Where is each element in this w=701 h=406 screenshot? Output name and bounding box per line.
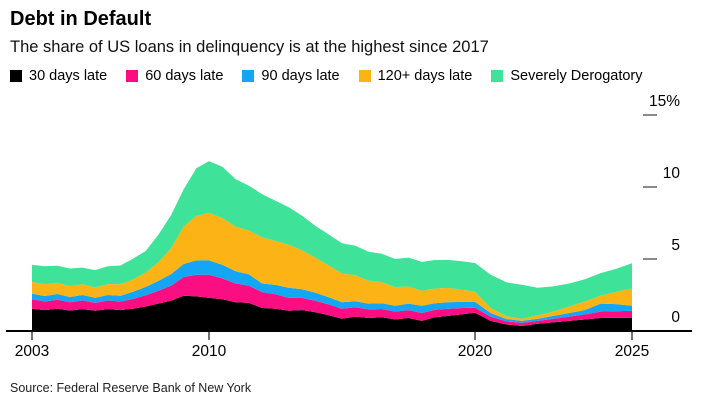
legend-item-4: Severely Derogatory — [491, 68, 643, 84]
x-tick-label-2025: 2025 — [615, 343, 649, 360]
legend-item-1: 60 days late — [126, 68, 223, 84]
x-tick-label-2010: 2010 — [192, 343, 227, 360]
area-band-90-days-late — [32, 260, 632, 323]
legend-label: 60 days late — [145, 68, 224, 84]
legend-swatch-icon — [10, 70, 22, 82]
legend-label: 30 days late — [29, 68, 108, 84]
y-tick-label-0: 0 — [671, 309, 680, 326]
area-band-120-days-late — [32, 212, 632, 321]
legend-swatch-icon — [491, 70, 504, 82]
chart-subtitle: The share of US loans in delinquency is … — [10, 38, 489, 56]
y-tick-label-10: 10 — [663, 165, 681, 182]
x-tick-label-2020: 2020 — [458, 343, 493, 360]
legend-item-2: 90 days late — [242, 68, 340, 84]
chart-legend: 30 days late 60 days late 90 days late 120+… — [10, 68, 643, 84]
y-tick-label-15: 15% — [649, 93, 680, 110]
source-attribution: Source: Federal Reserve Bank of New York — [10, 381, 252, 395]
legend-swatch-icon — [242, 70, 255, 82]
area-band-severely-derogatory — [32, 161, 632, 319]
legend-label: 120+ days late — [377, 68, 473, 84]
legend-item-3: 120+ days late — [358, 68, 473, 84]
legend-label: Severely Derogatory — [510, 68, 643, 84]
chart-title: Debt in Default — [10, 8, 152, 30]
legend-item-0: 30 days late — [10, 68, 107, 84]
y-tick-label-5: 5 — [671, 237, 680, 254]
area-band-30-days-late — [32, 295, 632, 331]
x-tick-label-2003: 2003 — [15, 343, 49, 360]
area-band-60-days-late — [32, 274, 632, 326]
legend-label: 90 days late — [261, 68, 340, 84]
legend-swatch-icon — [126, 70, 139, 82]
legend-swatch-icon — [358, 70, 371, 82]
